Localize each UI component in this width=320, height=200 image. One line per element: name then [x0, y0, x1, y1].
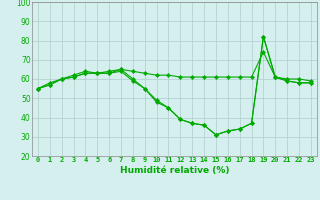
X-axis label: Humidité relative (%): Humidité relative (%)	[120, 166, 229, 175]
